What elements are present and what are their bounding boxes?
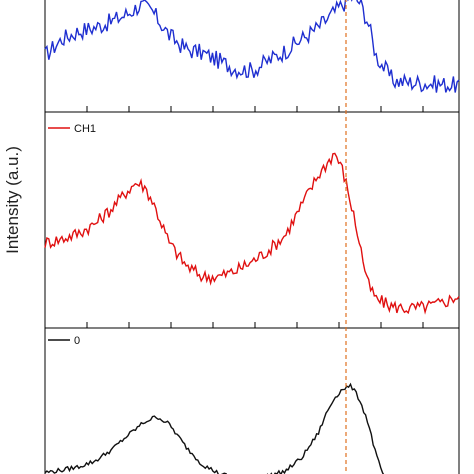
legend-ch1-label: CH1 xyxy=(74,123,96,135)
y-axis-label: Intensity (a.u.) xyxy=(3,146,22,254)
series-line-top xyxy=(44,0,460,93)
legend-0-label: 0 xyxy=(74,335,80,347)
panel-middle: CH1 xyxy=(44,111,460,329)
panel-top-ticks xyxy=(44,106,424,112)
panel-bottom: 0 xyxy=(44,327,460,474)
panel-top-frame xyxy=(44,0,460,113)
panel-bottom-frame xyxy=(44,327,460,474)
series-line-bottom xyxy=(44,382,385,474)
series-line-middle xyxy=(44,152,460,315)
panel-top xyxy=(44,0,460,113)
panel-middle-frame xyxy=(44,111,460,329)
panel-middle-ticks xyxy=(44,322,424,328)
